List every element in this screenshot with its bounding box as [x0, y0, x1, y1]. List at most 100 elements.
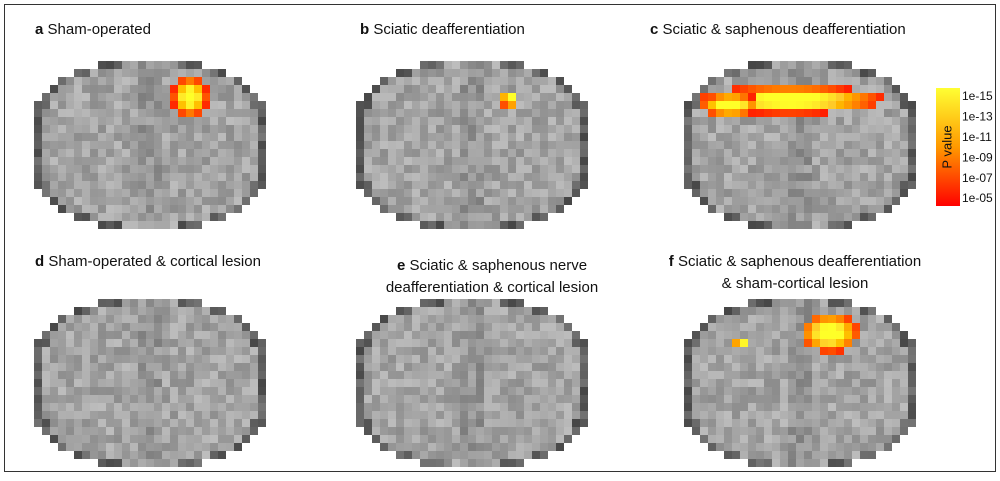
pixel — [186, 459, 194, 467]
pixel — [428, 133, 436, 141]
pixel — [66, 101, 74, 109]
pixel — [146, 157, 154, 165]
pixel — [740, 339, 748, 347]
pixel — [178, 77, 186, 85]
pixel — [732, 403, 740, 411]
pixel — [828, 141, 836, 149]
pixel — [218, 411, 226, 419]
pixel — [692, 403, 700, 411]
pixel — [460, 395, 468, 403]
pixel — [210, 315, 218, 323]
pixel — [380, 419, 388, 427]
pixel — [436, 355, 444, 363]
pixel — [146, 101, 154, 109]
pixel — [74, 315, 82, 323]
pixel — [162, 117, 170, 125]
pixel — [428, 77, 436, 85]
pixel — [218, 339, 226, 347]
pixel — [210, 403, 218, 411]
pixel — [796, 93, 804, 101]
pixel — [420, 355, 428, 363]
pixel — [356, 371, 364, 379]
pixel — [764, 117, 772, 125]
pixel — [724, 125, 732, 133]
pixel — [508, 69, 516, 77]
pixel — [444, 459, 452, 467]
pixel — [420, 101, 428, 109]
pixel — [66, 165, 74, 173]
pixel — [82, 323, 90, 331]
pixel — [114, 117, 122, 125]
pixel — [130, 451, 138, 459]
pixel — [114, 213, 122, 221]
pixel — [876, 157, 884, 165]
pixel — [540, 411, 548, 419]
pixel — [500, 69, 508, 77]
pixel — [468, 173, 476, 181]
pixel — [66, 77, 74, 85]
pixel — [524, 133, 532, 141]
pixel — [828, 165, 836, 173]
pixel — [106, 411, 114, 419]
pixel — [892, 141, 900, 149]
pixel — [356, 363, 364, 371]
pixel — [500, 181, 508, 189]
pixel — [380, 181, 388, 189]
pixel — [580, 157, 588, 165]
pixel — [868, 173, 876, 181]
pixel — [732, 213, 740, 221]
pixel — [154, 403, 162, 411]
pixel — [66, 435, 74, 443]
pixel — [476, 403, 484, 411]
pixel — [130, 157, 138, 165]
pixel — [804, 157, 812, 165]
pixel — [66, 387, 74, 395]
pixel — [122, 173, 130, 181]
pixel — [98, 173, 106, 181]
pixel — [82, 141, 90, 149]
pixel — [58, 347, 66, 355]
pixel — [420, 69, 428, 77]
pixel — [852, 443, 860, 451]
pixel — [900, 181, 908, 189]
pixel — [716, 347, 724, 355]
pixel — [436, 451, 444, 459]
pixel — [724, 403, 732, 411]
pixel — [234, 149, 242, 157]
pixel — [788, 435, 796, 443]
pixel — [170, 435, 178, 443]
pixel — [500, 93, 508, 101]
pixel — [170, 141, 178, 149]
pixel — [460, 331, 468, 339]
pixel — [796, 149, 804, 157]
pixel — [396, 419, 404, 427]
pixel — [98, 331, 106, 339]
pixel — [748, 347, 756, 355]
pixel — [428, 315, 436, 323]
pixel — [388, 347, 396, 355]
pixel — [572, 141, 580, 149]
pixel — [218, 419, 226, 427]
pixel — [460, 221, 468, 229]
pixel — [684, 403, 692, 411]
pixel — [708, 379, 716, 387]
pixel — [138, 197, 146, 205]
pixel — [540, 451, 548, 459]
pixel — [178, 93, 186, 101]
pixel — [860, 173, 868, 181]
pixel — [444, 387, 452, 395]
pixel — [90, 133, 98, 141]
pixel — [122, 323, 130, 331]
pixel — [732, 363, 740, 371]
pixel — [114, 109, 122, 117]
pixel — [90, 411, 98, 419]
pixel — [708, 181, 716, 189]
pixel — [74, 213, 82, 221]
pixel — [170, 427, 178, 435]
pixel — [884, 117, 892, 125]
pixel — [468, 197, 476, 205]
pixel — [892, 117, 900, 125]
pixel — [772, 165, 780, 173]
pixel — [202, 101, 210, 109]
pixel — [724, 355, 732, 363]
